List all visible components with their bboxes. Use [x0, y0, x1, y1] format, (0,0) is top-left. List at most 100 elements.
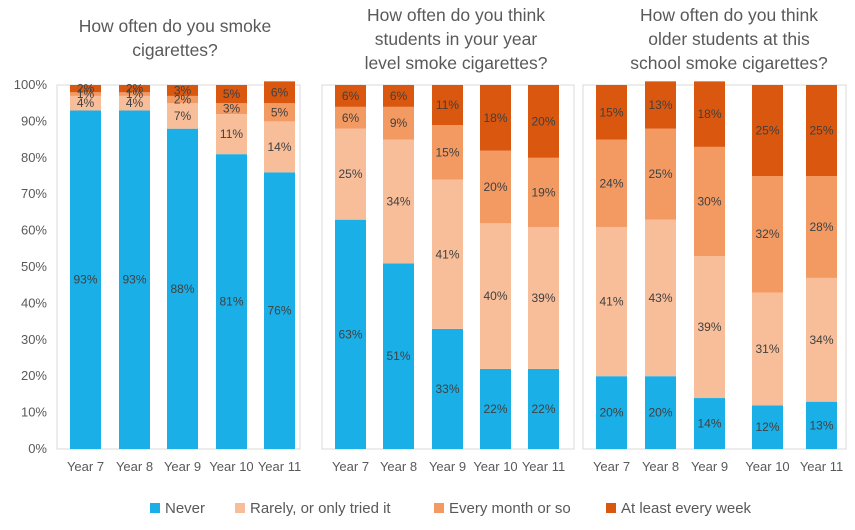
y-tick-label: 0%: [28, 441, 47, 456]
data-label: 1%: [126, 87, 144, 101]
x-tick-label: Year 7: [332, 459, 369, 474]
data-label: 2%: [77, 82, 95, 96]
data-label: 33%: [435, 382, 459, 396]
bar-segment: [596, 376, 627, 449]
data-label: 20%: [531, 114, 555, 128]
x-tick-label: Year 7: [67, 459, 104, 474]
data-label: 76%: [267, 304, 291, 318]
panel-3: How often do you think older students at …: [593, 5, 843, 474]
data-label: 24%: [599, 176, 623, 190]
bar-segment: [432, 125, 463, 180]
y-axis: 0% 10% 20% 30% 40% 50% 60% 70% 80% 90% 100%: [14, 77, 48, 456]
panel-title-line: cigarettes?: [132, 40, 218, 60]
data-label: 13%: [809, 418, 833, 432]
data-label: 20%: [648, 406, 672, 420]
x-tick-label: Year 10: [473, 459, 517, 474]
y-tick-label: 30%: [21, 332, 47, 347]
legend-swatch: [606, 503, 616, 513]
data-label: 34%: [386, 194, 410, 208]
y-tick-label: 60%: [21, 223, 47, 238]
data-label: 13%: [648, 98, 672, 112]
data-label: 51%: [386, 349, 410, 363]
bar-segment: [694, 398, 725, 449]
panel-title-line: older students at this: [648, 29, 810, 49]
bar-segment: [119, 85, 150, 93]
x-tick-label: Year 9: [429, 459, 466, 474]
x-tick-label: Year 9: [691, 459, 728, 474]
y-tick-label: 10%: [21, 405, 47, 420]
data-label: 28%: [809, 220, 833, 234]
bar-segment: [216, 103, 247, 115]
data-label: 11%: [436, 98, 459, 112]
data-label: 40%: [483, 289, 507, 303]
bar-segment: [432, 179, 463, 329]
bar-segment: [694, 256, 725, 399]
bar-segment: [335, 85, 366, 107]
legend-item: Never: [150, 500, 205, 517]
x-tick-label: Year 8: [116, 459, 153, 474]
data-label: 25%: [338, 167, 362, 181]
data-label: 25%: [648, 167, 672, 181]
data-label: 12%: [755, 420, 779, 434]
data-label: 6%: [390, 89, 408, 103]
data-label: 41%: [599, 295, 623, 309]
data-label: 5%: [271, 105, 289, 119]
x-tick-label: Year 10: [745, 459, 789, 474]
bar-segment: [119, 110, 150, 449]
data-label: 20%: [483, 180, 507, 194]
bar-segment: [70, 85, 101, 93]
legend-label: At least every week: [621, 500, 752, 517]
data-label: 81%: [219, 295, 243, 309]
bar-segment: [752, 176, 783, 293]
bar-segment: [264, 172, 295, 450]
data-label: 15%: [599, 105, 623, 119]
data-label: 14%: [267, 140, 291, 154]
legend-item: At least every week: [606, 500, 752, 517]
x-tick-label: Year 11: [258, 459, 301, 474]
data-label: 22%: [531, 402, 555, 416]
bar-segment: [752, 292, 783, 406]
bar-segment: [167, 95, 198, 104]
bar-segment: [480, 150, 511, 224]
panel-title-line: How often do you think: [367, 5, 545, 25]
data-label: 11%: [220, 127, 243, 141]
bar-segment: [528, 85, 559, 158]
data-label: 5%: [223, 87, 241, 101]
bar-segment: [596, 139, 627, 227]
data-label: 3%: [223, 102, 241, 116]
data-label: 22%: [483, 402, 507, 416]
legend-item: Every month or so: [434, 500, 571, 517]
legend-label: Never: [165, 500, 205, 517]
bar-segment: [264, 81, 295, 104]
bar-segment: [645, 81, 676, 129]
legend-item: Rarely, or only tried it: [235, 500, 391, 517]
data-label: 43%: [648, 291, 672, 305]
y-tick-label: 40%: [21, 295, 47, 310]
bar-segment: [528, 226, 559, 369]
data-label: 4%: [126, 96, 144, 110]
y-tick-label: 70%: [21, 186, 47, 201]
data-label: 3%: [174, 83, 192, 97]
bar-segment: [335, 219, 366, 449]
y-tick-label: 80%: [21, 150, 47, 165]
bar-segment: [806, 401, 837, 449]
panel-title-line: How often do you smoke: [79, 16, 272, 36]
bar-segment: [383, 106, 414, 140]
y-tick-label: 90%: [21, 113, 47, 128]
bar-segment: [596, 226, 627, 377]
bar-segment: [70, 110, 101, 449]
bar-segment: [119, 95, 150, 111]
bar-segment: [216, 154, 247, 449]
data-label: 9%: [390, 116, 408, 130]
bar-segment: [383, 85, 414, 107]
data-label: 6%: [342, 111, 360, 125]
bar-segment: [432, 85, 463, 126]
data-label: 18%: [483, 111, 507, 125]
data-label: 2%: [174, 93, 192, 107]
legend-swatch: [235, 503, 245, 513]
data-label: 39%: [531, 291, 555, 305]
chart-panels: How often do you smoke cigarettes? Year 7 Y…: [67, 5, 843, 474]
bar-segment: [752, 405, 783, 449]
bar-segment: [432, 328, 463, 449]
data-label: 6%: [342, 89, 360, 103]
